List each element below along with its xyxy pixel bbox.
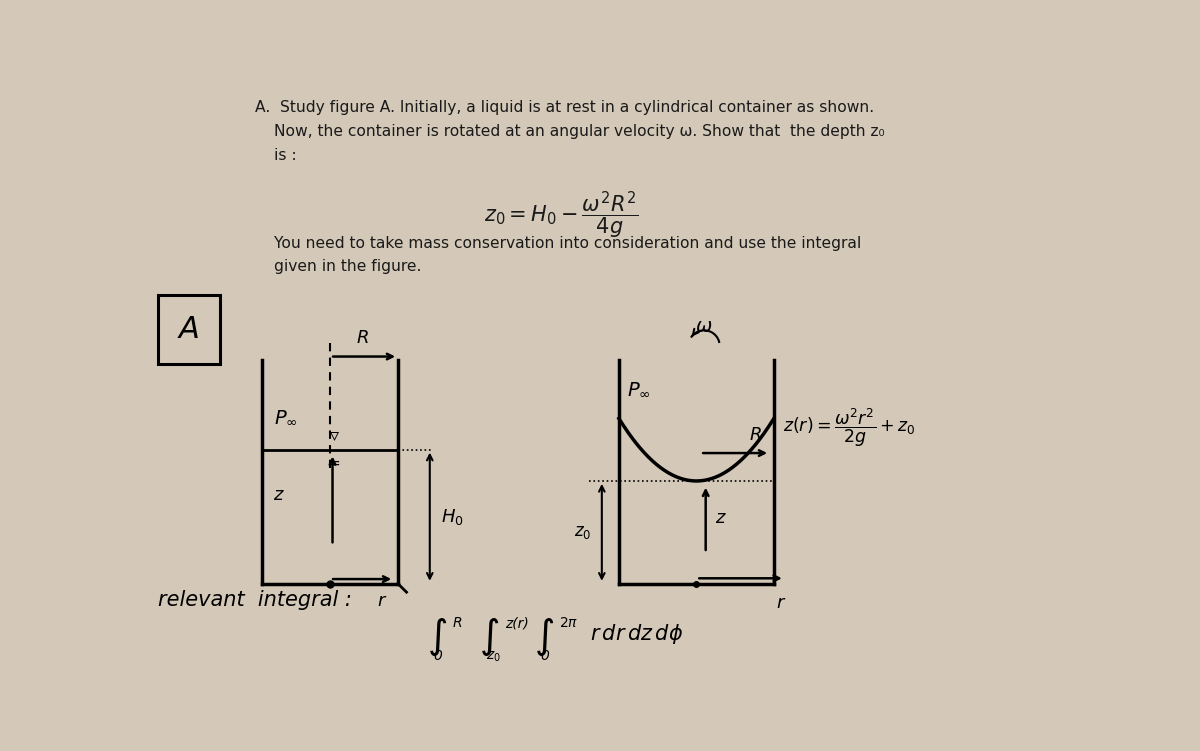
Text: $z_0 = H_0 - \dfrac{\omega^2 R^2}{4g}$: $z_0 = H_0 - \dfrac{\omega^2 R^2}{4g}$ — [484, 189, 637, 241]
Text: =: = — [328, 456, 341, 471]
Text: R: R — [356, 328, 368, 346]
Text: relevant  integral :: relevant integral : — [157, 590, 352, 610]
Text: z: z — [274, 486, 283, 504]
Text: is :: is : — [274, 148, 296, 163]
Text: 0: 0 — [540, 649, 548, 663]
Text: given in the figure.: given in the figure. — [274, 259, 421, 274]
Text: You need to take mass conservation into consideration and use the integral: You need to take mass conservation into … — [274, 236, 862, 251]
Text: A: A — [179, 315, 199, 344]
Text: r: r — [377, 592, 385, 610]
Text: $2\pi$: $2\pi$ — [559, 616, 578, 630]
Text: R: R — [452, 616, 462, 630]
Text: A.  Study figure A. Initially, a liquid is at rest in a cylindrical container as: A. Study figure A. Initially, a liquid i… — [254, 100, 874, 115]
Text: R: R — [749, 426, 762, 444]
Text: $z_0$: $z_0$ — [574, 523, 590, 541]
Text: 0: 0 — [433, 649, 442, 663]
Bar — [157, 295, 220, 364]
Text: $\omega$: $\omega$ — [695, 317, 713, 336]
Text: $P_\infty$: $P_\infty$ — [626, 380, 650, 399]
Text: $r\,dr\,dz\,d\phi$: $r\,dr\,dz\,d\phi$ — [590, 622, 683, 646]
Text: $H_0$: $H_0$ — [440, 507, 463, 526]
Text: $\triangledown$: $\triangledown$ — [329, 427, 340, 445]
Text: $z(r) = \dfrac{\omega^2 r^2}{2g} + z_0$: $z(r) = \dfrac{\omega^2 r^2}{2g} + z_0$ — [784, 406, 916, 448]
Text: Now, the container is rotated at an angular velocity ω. Show that  the depth z₀: Now, the container is rotated at an angu… — [274, 124, 884, 139]
Text: $\int$: $\int$ — [427, 616, 446, 658]
Text: $\int$: $\int$ — [534, 616, 554, 658]
Text: $\int$: $\int$ — [479, 616, 499, 658]
Text: r: r — [776, 595, 784, 613]
Text: z(r): z(r) — [505, 616, 529, 630]
Text: z: z — [715, 509, 725, 527]
Text: $z_0$: $z_0$ — [486, 649, 500, 664]
Text: $P_\infty$: $P_\infty$ — [274, 408, 298, 427]
